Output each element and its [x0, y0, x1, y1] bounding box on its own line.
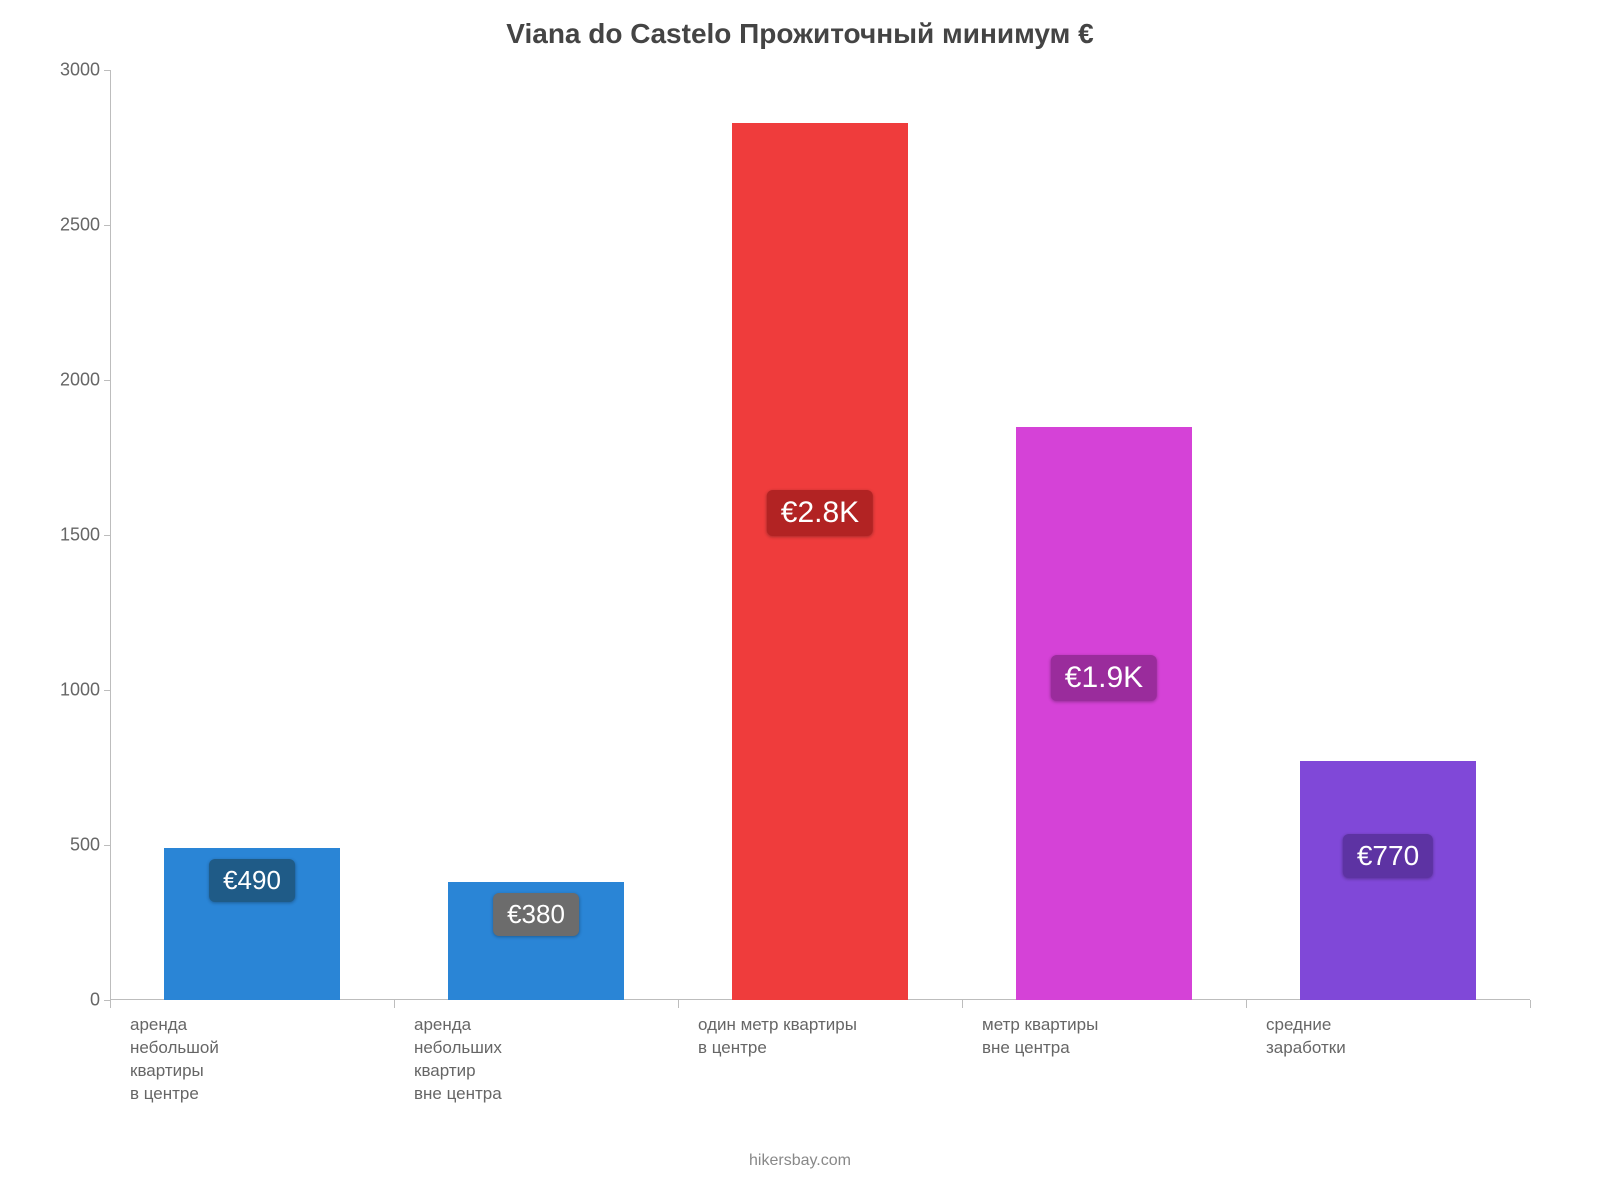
y-tick-label: 500 — [40, 835, 100, 856]
chart-title: Viana do Castelo Прожиточный минимум € — [0, 18, 1600, 50]
cost-of-living-chart: Viana do Castelo Прожиточный минимум € 0… — [0, 0, 1600, 1200]
x-category-label: аренданебольшойквартирыв центре — [130, 1000, 384, 1106]
bar — [1300, 761, 1476, 1000]
value-badge: €2.8K — [767, 490, 873, 536]
chart-footer: hikersbay.com — [0, 1152, 1600, 1170]
bar — [732, 123, 908, 1000]
y-tick-label: 3000 — [40, 60, 100, 81]
y-tick-label: 2500 — [40, 215, 100, 236]
value-badge: €380 — [493, 893, 579, 936]
plot-area: 050010001500200025003000€490аренданеболь… — [110, 70, 1530, 1000]
y-tick-label: 1500 — [40, 525, 100, 546]
x-category-label: метр квартирывне центра — [982, 1000, 1236, 1060]
y-tick-mark — [104, 845, 110, 846]
y-tick-mark — [104, 535, 110, 536]
x-category-label: аренданебольшихквартирвне центра — [414, 1000, 668, 1106]
value-badge: €1.9K — [1051, 655, 1157, 701]
y-tick-mark — [104, 690, 110, 691]
x-category-label: средниезаработки — [1266, 1000, 1520, 1060]
value-badge: €490 — [209, 859, 295, 902]
y-tick-label: 1000 — [40, 680, 100, 701]
y-tick-mark — [104, 70, 110, 71]
y-tick-mark — [104, 380, 110, 381]
x-category-label: один метр квартирыв центре — [698, 1000, 952, 1060]
y-tick-label: 2000 — [40, 370, 100, 391]
bar — [1016, 427, 1192, 1001]
y-tick-label: 0 — [40, 990, 100, 1011]
y-tick-mark — [104, 225, 110, 226]
y-axis-line — [110, 70, 111, 1000]
value-badge: €770 — [1343, 834, 1433, 878]
